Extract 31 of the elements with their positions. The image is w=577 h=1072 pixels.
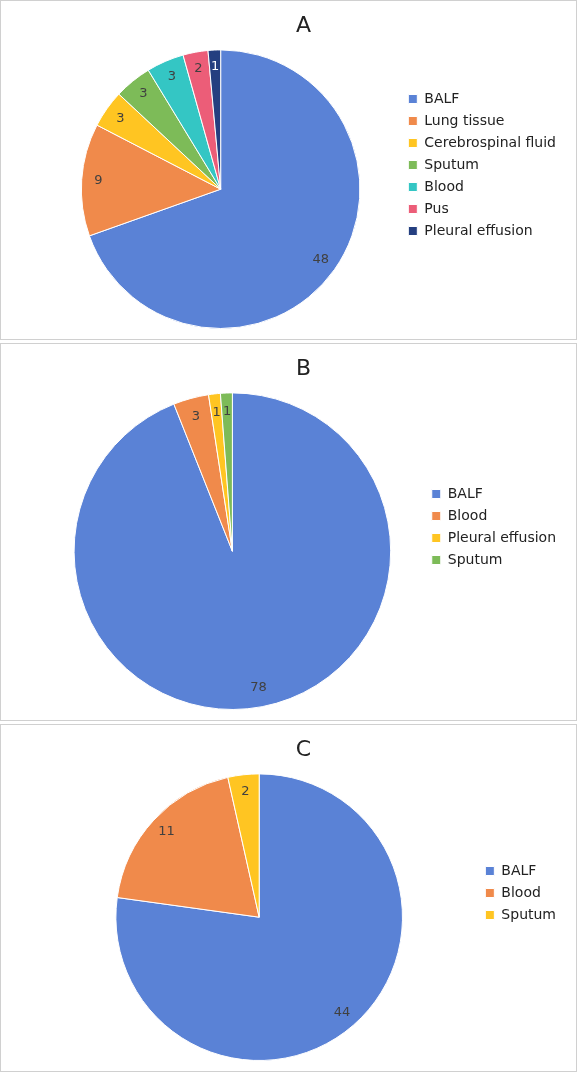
data-label: 3	[139, 85, 148, 101]
legend-label: Pleural effusion	[424, 221, 533, 238]
chart-title: C	[295, 735, 312, 761]
data-label: 78	[250, 679, 267, 695]
data-label: 44	[333, 1003, 351, 1019]
legend-label: Sputum	[447, 550, 503, 567]
legend-label: Blood	[501, 883, 541, 900]
legend-label: Sputum	[424, 155, 479, 172]
legend-label: BALF	[447, 484, 483, 501]
chart-title: B	[295, 354, 312, 380]
data-label: 3	[116, 109, 125, 125]
legend-label: Lung tissue	[424, 111, 505, 128]
data-label: 2	[241, 783, 250, 799]
legend-label: Pus	[424, 199, 449, 216]
legend-label: Sputum	[501, 905, 557, 922]
data-label: 1	[212, 404, 221, 420]
data-label: 2	[194, 60, 203, 76]
legend-label: BALF	[501, 861, 537, 878]
legend-label: Blood	[447, 506, 488, 523]
data-label: 11	[158, 823, 175, 839]
data-label: 1	[222, 403, 232, 419]
legend-label: Pleural effusion	[447, 528, 556, 545]
data-label: 3	[191, 408, 201, 424]
legend-label: BALF	[424, 89, 460, 106]
data-label: 48	[312, 251, 330, 267]
data-label: 9	[94, 172, 103, 188]
legend-label: Blood	[424, 177, 464, 194]
chart-title: A	[295, 11, 312, 37]
legend-label: Cerebrospinal fluid	[424, 133, 557, 150]
data-label: 1	[210, 58, 220, 74]
data-label: 3	[167, 68, 176, 84]
